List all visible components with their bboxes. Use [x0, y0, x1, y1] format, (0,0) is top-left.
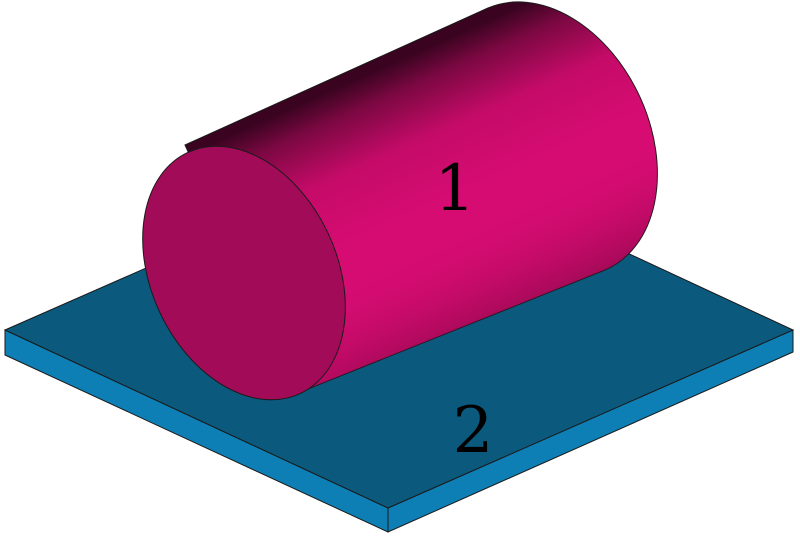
- cylinder: [142, 1, 658, 401]
- plate-label: 2: [453, 394, 494, 468]
- cylinder-label: 1: [435, 152, 476, 226]
- cylinder-end-face: [142, 145, 346, 401]
